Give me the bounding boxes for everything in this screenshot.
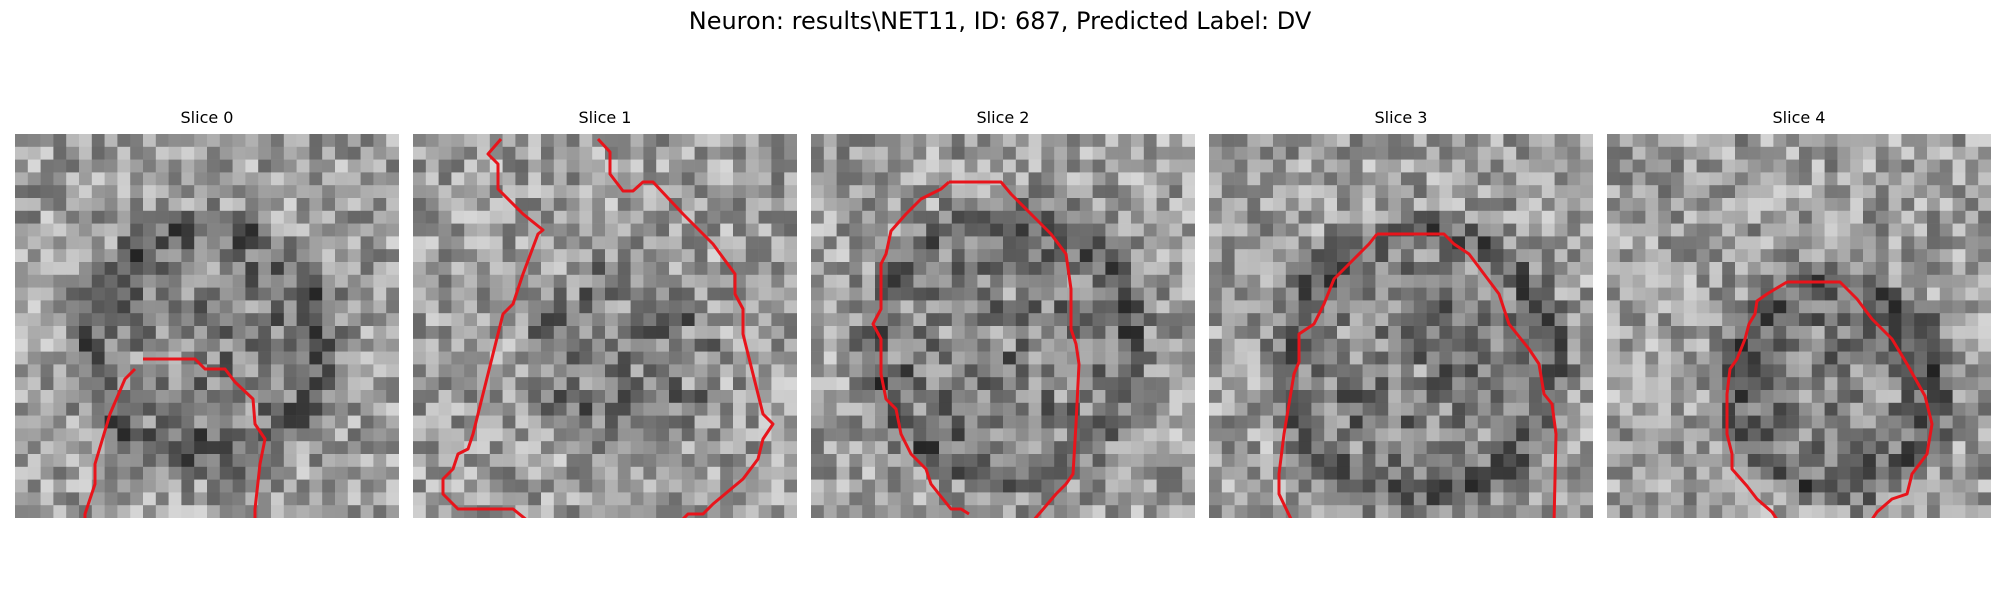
figure-title: Neuron: results\NET11, ID: 687, Predicte… [688, 7, 1312, 35]
slice-image-3 [1209, 134, 1593, 518]
slice-title-1: Slice 1 [578, 108, 632, 127]
pixel-grid-4 [1607, 134, 1991, 518]
slice-title-4: Slice 4 [1772, 108, 1826, 127]
roi-contour-2b [873, 182, 969, 514]
roi-contour-1 [443, 139, 563, 518]
roi-contour-3 [1377, 234, 1556, 518]
roi-contour-1b [598, 139, 773, 518]
slice-1-svg [413, 134, 797, 518]
slice-title-3: Slice 3 [1374, 108, 1428, 127]
slice-title-2: Slice 2 [976, 108, 1030, 127]
roi-contour-4 [1787, 282, 1932, 518]
slice-3-svg [1209, 134, 1593, 518]
pixel-grid-1 [413, 134, 797, 518]
pixel-grid-0 [15, 134, 399, 518]
slice-title-0: Slice 0 [180, 108, 234, 127]
pixel-grid-2 [811, 134, 1195, 518]
slice-4-svg [1607, 134, 1991, 518]
slice-image-2 [811, 134, 1195, 518]
roi-contour-0 [60, 359, 265, 518]
slice-0-svg [15, 134, 399, 518]
roi-contour-2 [949, 182, 1079, 518]
slice-2-svg [811, 134, 1195, 518]
roi-contour-3b [1279, 234, 1377, 518]
slice-image-0 [15, 134, 399, 518]
pixel-grid-3 [1209, 134, 1593, 518]
roi-contour-4b [1727, 282, 1820, 518]
slice-image-1 [413, 134, 797, 518]
slice-image-4 [1607, 134, 1991, 518]
